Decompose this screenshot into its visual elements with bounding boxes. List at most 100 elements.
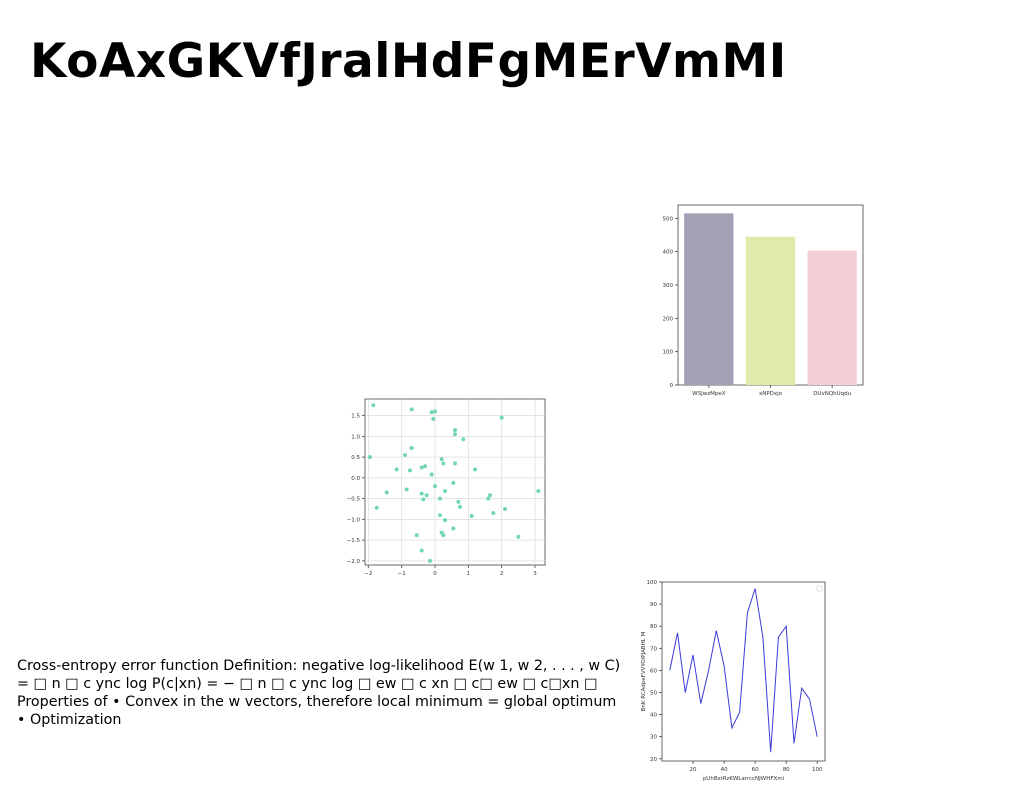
line-y-tick-label: 70 [650,646,657,652]
line-y-tick-label: 60 [650,668,657,674]
scatter-point [473,467,477,472]
scatter-point [438,513,442,518]
bar-chart-svg: 0 100 200 300 400 500 WSJwzMpeX xNPDxjo DUvNQhUq… [663,204,864,397]
scatter-point [368,455,372,460]
scatter-point [374,505,379,510]
scatter-point [438,496,442,501]
bar-x-tick-label: DUvNQhUqdu [813,391,851,397]
scatter-point [424,493,429,498]
line-plot-frame [661,581,826,762]
scatter-chart: −2 −1 0 1 2 3 1.5 1.0 0.5 0.0 −0.5 −1.0 −1.5 −2.0 [345,395,550,580]
scatter-point [394,467,399,472]
scatter-point [453,432,457,437]
scatter-x-tick-label: 2 [500,571,504,577]
bar-DUvNQhUqdu [807,250,857,385]
scatter-point [453,461,457,466]
scatter-point [451,526,456,531]
scatter-point [536,489,541,494]
scatter-x-tick-label: 1 [467,571,471,577]
scatter-y-tick-label: −0.5 [347,497,361,503]
line-y-tick-label: 40 [650,713,657,719]
bar-y-tick-label: 400 [663,250,674,256]
scatter-point [503,506,507,511]
bar-x-tick-label: WSJwzMpeX [692,391,726,397]
line-x-axis-label: pUhBsrRzKWLarrccNJWHFXmi [703,776,785,782]
line-y-tick-label: 100 [647,580,658,586]
line-y-tick-label: 50 [650,690,657,696]
scatter-point [461,437,466,442]
scatter-point [423,464,427,469]
bar-y-tick-label: 200 [663,316,674,322]
scatter-point [469,514,474,519]
scatter-y-tick-label: 0.0 [351,476,360,482]
scatter-point [486,496,491,501]
scatter-point [456,499,461,504]
scatter-x-tick-label: 3 [533,571,537,577]
bar-chart: 0 100 200 300 400 500 WSJwzMpeX xNPDxjo DUvNQhUq… [660,200,870,400]
scatter-point [439,457,444,462]
scatter-point [499,415,504,420]
scatter-y-tick-label: −1.5 [347,538,361,544]
line-x-tick-label: 100 [812,767,823,773]
scatter-point [488,493,492,498]
line-y-tick-label: 30 [650,735,657,741]
slide-title: KoAxGKVfJralHdFgMErVmMI [30,34,787,89]
scatter-point [491,511,496,516]
scatter-point [443,518,447,523]
bar-xNPDxjo [745,236,796,385]
bar-y-tick-label: 500 [663,216,674,222]
bar-y-tick-label: 300 [663,283,674,289]
line-x-tick-label: 40 [721,767,728,773]
line-y-tick-label: 80 [650,624,657,630]
scatter-y-tick-label: 1.0 [351,434,360,440]
scatter-chart-svg: −2 −1 0 1 2 3 1.5 1.0 0.5 0.0 −0.5 −1.0 −1.5 −2.0 [347,398,546,577]
line-y-tick-label: 90 [650,602,657,608]
scatter-point [409,445,414,450]
scatter-point [419,548,424,553]
scatter-point [441,533,446,538]
scatter-y-tick-label: 1.5 [351,414,360,420]
bar-x-tick-label: xNPDxjo [759,391,783,397]
scatter-y-tick-label: −2.0 [347,559,361,565]
scatter-point [516,534,521,539]
scatter-x-tick-label: 0 [433,571,437,577]
scatter-point [404,487,409,492]
scatter-point [419,465,424,470]
scatter-point [429,472,434,477]
scatter-point [421,497,426,502]
scatter-x-tick-label: −2 [364,571,372,577]
scatter-point [414,533,419,538]
line-chart-svg: 20 30 40 50 60 70 80 90 100 20 40 60 80 100 pUhBsrRzKW… [641,580,826,782]
scatter-point [433,484,437,489]
scatter-point [429,410,434,415]
scatter-point [453,428,457,433]
line-y-axis-label: BnK RCAdpeFVVYOlPJABHL M [641,631,647,711]
scatter-point [443,489,447,494]
scatter-point [441,461,446,466]
line-chart: 20 30 40 50 60 70 80 90 100 20 40 60 80 100 pUhBsrRzKW… [636,578,828,783]
bar-WSJwzMpeX [684,213,734,385]
scatter-point [408,468,412,473]
scatter-point [403,453,407,458]
scatter-point [433,409,437,414]
line-x-tick-label: 80 [783,767,790,773]
line-y-tick-label: 20 [650,757,657,763]
line-x-tick-label: 20 [690,767,697,773]
scatter-point [384,490,389,495]
scatter-point [428,558,432,563]
scatter-point [458,504,462,509]
bar-y-tick-label: 100 [663,350,674,356]
scatter-y-tick-label: −1.0 [347,517,361,523]
scatter-point [431,416,436,421]
line-legend-box [816,585,823,592]
scatter-point [371,403,376,408]
line-x-tick-label: 60 [752,767,759,773]
scatter-point [409,407,414,412]
line-series [669,588,818,753]
scatter-point [419,491,424,496]
scatter-x-tick-label: −1 [398,571,406,577]
scatter-point [451,480,456,485]
slide-body-text: Cross-entropy error function Definition:… [17,658,621,728]
scatter-y-tick-label: 0.5 [351,455,360,461]
bar-y-tick-label: 0 [670,383,674,389]
